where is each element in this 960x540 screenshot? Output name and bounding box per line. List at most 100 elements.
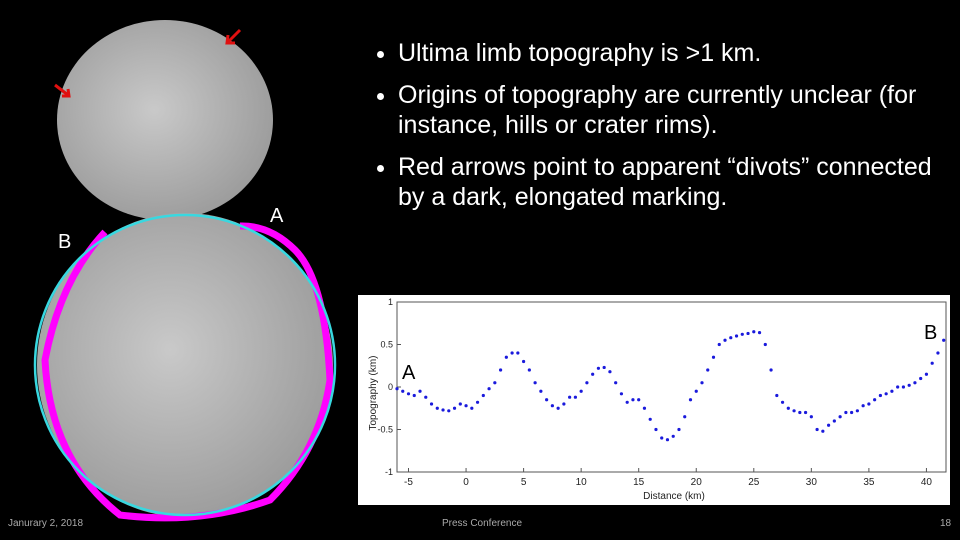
footer-center: Press Conference: [442, 518, 523, 529]
data-point: [498, 368, 503, 372]
data-point: [631, 398, 635, 402]
x-tick-label: 15: [633, 477, 645, 488]
data-point: [896, 385, 900, 389]
footer-page: 18: [940, 518, 952, 529]
data-point: [642, 406, 647, 410]
limb-trace: [41, 222, 334, 522]
data-point: [901, 385, 906, 389]
y-tick-label: 0: [388, 382, 393, 392]
data-point: [406, 392, 411, 396]
x-tick-label: 30: [806, 477, 818, 488]
data-point: [522, 359, 526, 364]
data-point: [780, 400, 785, 404]
data-point: [683, 415, 687, 419]
x-axis-title: Distance (km): [643, 491, 705, 502]
data-point: [913, 381, 917, 385]
fit-circle: [33, 213, 337, 517]
data-point: [596, 366, 601, 370]
data-point: [654, 427, 658, 432]
data-point: [671, 434, 675, 438]
data-point: [441, 408, 445, 412]
data-point: [890, 389, 894, 393]
data-point: [757, 331, 762, 335]
data-point: [395, 387, 399, 391]
y-tick-label: 0.5: [380, 340, 393, 350]
data-point: [435, 406, 439, 410]
data-point: [573, 395, 577, 399]
data-point: [677, 427, 681, 432]
data-point: [452, 406, 457, 410]
x-tick-label: 20: [691, 477, 703, 488]
y-tick-label: 1: [388, 297, 393, 307]
small-lobe: [57, 20, 273, 220]
plot-frame: [396, 301, 947, 473]
data-point: [660, 436, 664, 440]
data-point: [516, 351, 520, 355]
data-point: [706, 368, 710, 372]
x-tick-label: 10: [576, 477, 588, 488]
data-point: [746, 331, 750, 336]
data-point: [545, 398, 549, 402]
y-tick-label: -1: [385, 467, 393, 477]
data-point: [602, 365, 606, 370]
data-point: [763, 342, 767, 347]
data-point: [792, 409, 796, 413]
data-point: [510, 351, 514, 355]
chart: Topography (km) Distance (km) A B -1 -0.5…: [358, 295, 950, 505]
x-tick-label: 40: [921, 477, 933, 488]
data-point: [579, 389, 583, 393]
data-point: [752, 330, 756, 334]
data-point: [608, 370, 612, 374]
data-point: [821, 429, 825, 433]
data-point: [533, 381, 537, 385]
data-point: [884, 392, 888, 396]
data-point: [867, 402, 871, 406]
data-point: [740, 332, 744, 336]
arrow: [54, 83, 71, 98]
data-point: [429, 402, 434, 406]
x-tick-label: 0: [463, 477, 469, 488]
data-point: [562, 402, 566, 406]
data-point: [481, 393, 485, 398]
data-point: [861, 404, 865, 408]
data-point: [424, 395, 428, 399]
arrow: [225, 28, 242, 45]
data-point: [815, 427, 819, 432]
bullet: Origins of topography are currently uncl…: [398, 80, 958, 140]
data-point: [504, 355, 508, 359]
data-point: [809, 415, 813, 419]
data-point: [619, 392, 624, 396]
data-point: [803, 410, 808, 415]
data-point: [786, 406, 790, 410]
large-lobe: [37, 213, 333, 517]
image-label: A: [270, 205, 284, 227]
data-point: [844, 410, 848, 415]
data-point: [447, 409, 451, 413]
data-point: [585, 381, 589, 385]
data-point: [729, 336, 733, 340]
data-point: [711, 355, 716, 359]
data-point: [878, 393, 882, 398]
data-point: [919, 376, 923, 381]
data-point: [418, 389, 422, 393]
data-point: [873, 398, 877, 402]
data-point: [717, 342, 721, 347]
data-point: [665, 438, 670, 442]
data-point: [487, 387, 491, 391]
y-axis-title: Topography (km): [368, 355, 379, 430]
data-point: [907, 383, 911, 387]
y-tick-label: -0.5: [377, 425, 393, 435]
data-point: [924, 372, 929, 376]
data-point: [832, 419, 836, 423]
data-point: [942, 338, 946, 342]
x-tick-label: 35: [863, 477, 875, 488]
data-point: [688, 398, 693, 402]
annotation: B: [924, 322, 937, 344]
data-point: [591, 372, 595, 376]
data-point: [637, 398, 641, 402]
data-point: [412, 393, 416, 398]
data-point: [475, 400, 480, 404]
data-point: [700, 381, 704, 385]
x-tick-label: 5: [521, 477, 527, 488]
